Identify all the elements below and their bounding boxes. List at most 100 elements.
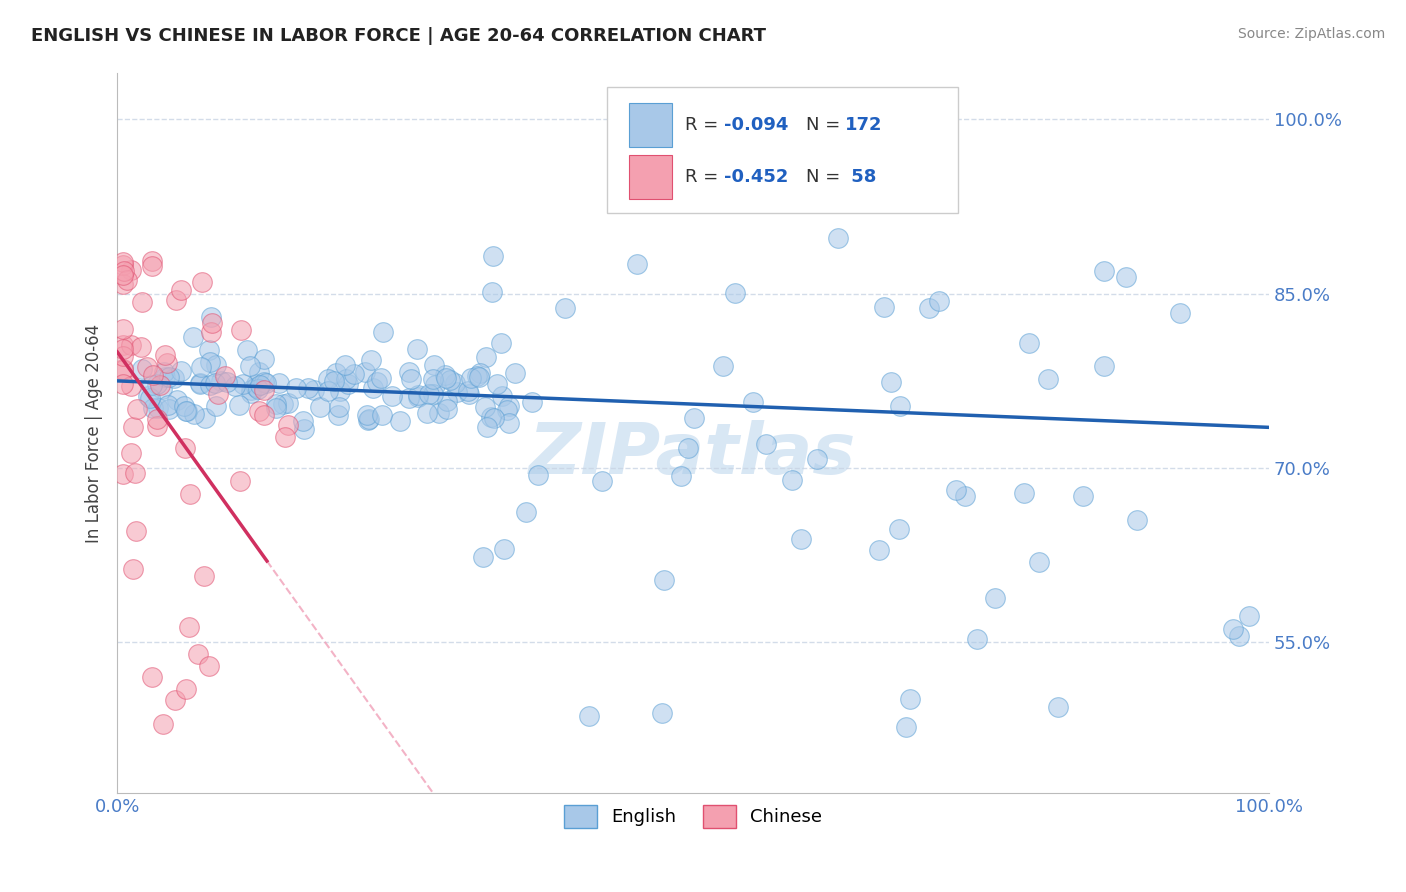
Point: [292, 422, 315, 436]
Point: [188, 376, 211, 390]
Point: [446, 385, 468, 400]
Point: [125, 402, 148, 417]
Point: [434, 368, 457, 383]
Point: [253, 375, 276, 389]
Point: [873, 300, 896, 314]
Point: [474, 401, 496, 415]
Point: [146, 419, 169, 434]
Point: [153, 365, 176, 379]
Point: [228, 398, 250, 412]
Point: [880, 375, 903, 389]
Point: [479, 409, 502, 424]
Point: [142, 368, 165, 383]
Point: [1018, 336, 1040, 351]
Text: 172: 172: [845, 116, 883, 134]
Point: [145, 412, 167, 426]
Point: [325, 366, 347, 380]
Point: [422, 387, 444, 401]
Point: [188, 376, 211, 391]
Point: [316, 384, 339, 398]
Point: [468, 370, 491, 384]
Text: R =: R =: [685, 169, 724, 186]
FancyBboxPatch shape: [628, 155, 672, 200]
Point: [253, 409, 276, 423]
Point: [477, 420, 499, 434]
Point: [361, 381, 384, 395]
Point: [302, 383, 325, 397]
Point: [150, 382, 173, 396]
Point: [111, 362, 134, 376]
Point: [626, 257, 648, 271]
Point: [460, 371, 482, 385]
Point: [554, 301, 576, 315]
Point: [475, 350, 498, 364]
Point: [1168, 305, 1191, 319]
Point: [131, 362, 153, 376]
Point: [1012, 486, 1035, 500]
Point: [918, 301, 941, 315]
Point: [141, 377, 163, 392]
Point: [152, 716, 174, 731]
Point: [236, 343, 259, 357]
Point: [326, 408, 349, 422]
Point: [159, 370, 181, 384]
Point: [520, 395, 543, 409]
Point: [408, 390, 430, 404]
Point: [724, 285, 747, 300]
Point: [898, 691, 921, 706]
Point: [806, 451, 828, 466]
Point: [1115, 269, 1137, 284]
Point: [205, 358, 228, 372]
Point: [122, 419, 145, 434]
Point: [179, 620, 201, 634]
Point: [155, 349, 177, 363]
Point: [439, 373, 461, 387]
Point: [491, 389, 513, 403]
Point: [111, 361, 134, 376]
Point: [176, 404, 198, 418]
Point: [146, 401, 169, 415]
Point: [357, 411, 380, 425]
Point: [1227, 629, 1250, 643]
Point: [200, 325, 222, 339]
Point: [591, 474, 613, 488]
Point: [120, 263, 142, 277]
Point: [371, 325, 394, 339]
Point: [111, 467, 134, 482]
Point: [1125, 513, 1147, 527]
Point: [1092, 359, 1115, 374]
Point: [389, 414, 412, 428]
Point: [444, 376, 467, 390]
Point: [201, 316, 224, 330]
Text: N =: N =: [806, 169, 846, 186]
Point: [264, 397, 287, 411]
Point: [398, 365, 420, 379]
Y-axis label: In Labor Force | Age 20-64: In Labor Force | Age 20-64: [86, 324, 103, 542]
Point: [1239, 608, 1261, 623]
Point: [515, 505, 537, 519]
Point: [111, 277, 134, 292]
Point: [271, 397, 294, 411]
Point: [124, 466, 146, 480]
Point: [187, 647, 209, 661]
Point: [1222, 622, 1244, 636]
Point: [165, 293, 187, 307]
Point: [191, 275, 214, 289]
Point: [505, 366, 527, 380]
Point: [436, 393, 458, 408]
Point: [266, 401, 288, 415]
Point: [472, 550, 495, 565]
Point: [945, 483, 967, 498]
Point: [163, 371, 186, 385]
Point: [231, 322, 253, 336]
Point: [277, 418, 299, 433]
Point: [366, 375, 388, 389]
Point: [742, 394, 765, 409]
Point: [416, 406, 439, 420]
Point: [153, 369, 176, 384]
Point: [486, 376, 509, 391]
Point: [335, 372, 357, 386]
Point: [174, 404, 197, 418]
Point: [179, 487, 201, 501]
Point: [481, 285, 503, 299]
